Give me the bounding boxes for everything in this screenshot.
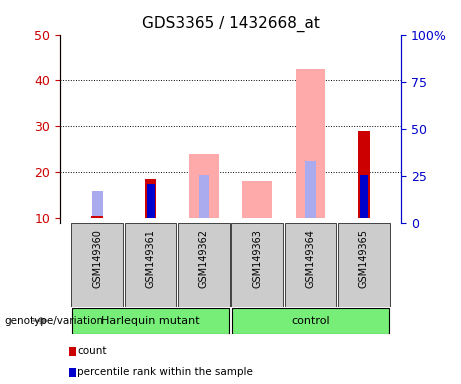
- Bar: [284, 223, 337, 307]
- Text: control: control: [291, 316, 330, 326]
- Bar: [305, 161, 316, 218]
- Text: GSM149365: GSM149365: [359, 228, 369, 288]
- Bar: [92, 190, 102, 218]
- Bar: [199, 175, 209, 218]
- Bar: [358, 131, 370, 218]
- Bar: [360, 175, 368, 218]
- Text: GSM149361: GSM149361: [146, 228, 155, 288]
- Text: GSM149364: GSM149364: [306, 228, 315, 288]
- Text: count: count: [77, 346, 106, 356]
- Bar: [231, 223, 283, 307]
- Bar: [242, 181, 272, 218]
- Bar: [232, 308, 389, 334]
- Text: genotype/variation: genotype/variation: [5, 316, 104, 326]
- Bar: [189, 154, 219, 218]
- Text: GSM149362: GSM149362: [199, 228, 209, 288]
- Bar: [91, 216, 103, 218]
- Bar: [147, 184, 154, 218]
- Bar: [178, 223, 230, 307]
- Title: GDS3365 / 1432668_at: GDS3365 / 1432668_at: [142, 16, 319, 32]
- Text: Harlequin mutant: Harlequin mutant: [101, 316, 200, 326]
- Text: percentile rank within the sample: percentile rank within the sample: [77, 367, 253, 377]
- Bar: [338, 223, 390, 307]
- Bar: [296, 69, 325, 218]
- Bar: [124, 223, 177, 307]
- Bar: [71, 223, 123, 307]
- Text: GSM149363: GSM149363: [252, 228, 262, 288]
- Bar: [145, 179, 156, 218]
- Bar: [72, 308, 229, 334]
- Text: GSM149360: GSM149360: [92, 228, 102, 288]
